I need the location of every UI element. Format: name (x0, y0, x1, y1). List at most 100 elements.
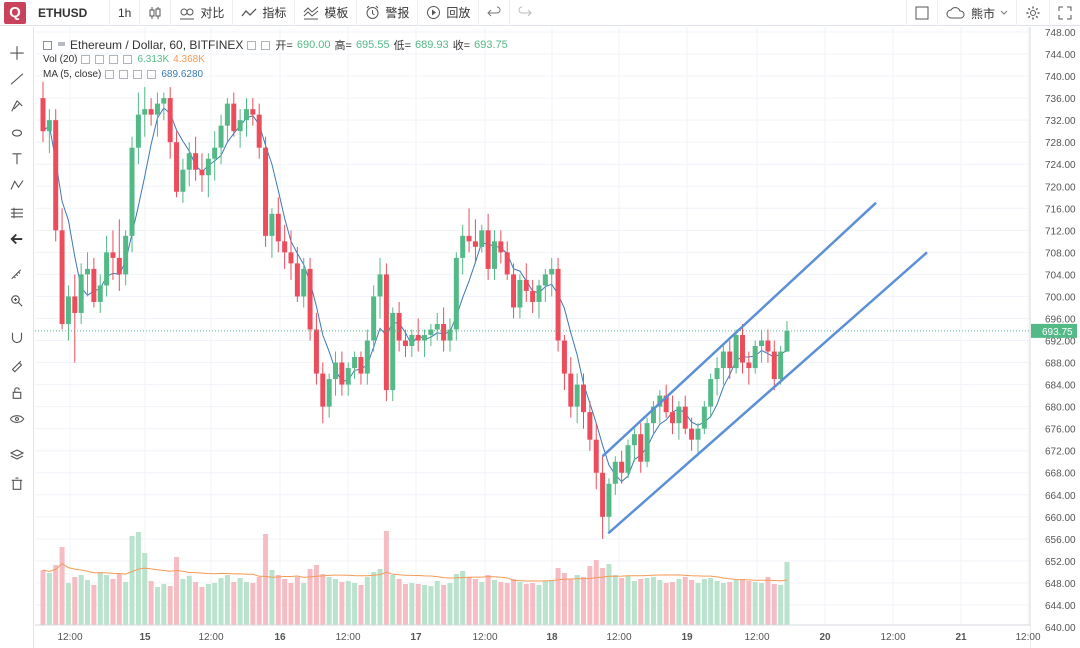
vol-settings-icon[interactable] (81, 55, 91, 64)
candle (714, 357, 720, 396)
channel-upper-line[interactable] (601, 201, 877, 458)
price-chart[interactable]: 748.00 744.00 740.00 736.00 732.00 728.00 724.… (35, 27, 1080, 648)
gann-tool[interactable] (5, 202, 29, 224)
candle (498, 230, 504, 264)
open-value: 690.00 (296, 39, 331, 51)
x-tick-label: 17 (410, 632, 422, 643)
candle (472, 219, 478, 264)
y-tick-label: 724.00 (1045, 160, 1076, 171)
layers-tool[interactable] (5, 445, 29, 467)
volume-bar (472, 579, 478, 625)
x-tick-label: 12:00 (880, 632, 905, 643)
channel-lower-line[interactable] (607, 251, 928, 535)
market-layout-button[interactable]: 熊市 (938, 0, 1017, 26)
market-label: 熊市 (970, 6, 995, 21)
candle (269, 208, 275, 258)
volume-bar (307, 569, 313, 625)
candle (116, 219, 122, 291)
text-tool[interactable] (5, 148, 29, 170)
volume-bar (377, 569, 383, 625)
brush-icon (11, 129, 23, 137)
candle (746, 351, 752, 385)
volume-bar (549, 580, 555, 625)
volume-bar (657, 580, 663, 625)
candle (307, 257, 313, 341)
chart-style-button[interactable] (140, 0, 172, 26)
trend-line-tool[interactable] (5, 68, 29, 90)
volume-bar (708, 578, 714, 625)
indicators-button[interactable]: 指标 (233, 0, 296, 26)
fullscreen-checkbox[interactable] (905, 0, 938, 26)
magnet-tool[interactable] (5, 327, 29, 349)
chart-pane[interactable]: 748.00 744.00 740.00 736.00 732.00 728.00 724.… (35, 27, 1080, 648)
candle (517, 274, 523, 319)
candle (765, 329, 771, 363)
ma-remove-icon[interactable] (147, 70, 157, 79)
back-arrow-tool[interactable] (5, 228, 29, 250)
trash-tool[interactable] (5, 473, 29, 495)
zoom-tool[interactable] (5, 290, 29, 312)
time-axis[interactable] (35, 625, 1030, 648)
candle (396, 301, 402, 352)
gear-icon (1026, 6, 1040, 20)
fullscreen-button[interactable] (1050, 0, 1080, 26)
candle (670, 395, 676, 435)
candle (294, 246, 300, 302)
volume-bar (453, 574, 459, 625)
candle (326, 373, 332, 418)
volume-bar (345, 581, 351, 625)
replay-button[interactable]: 回放 (418, 0, 480, 26)
lock-tool[interactable] (5, 382, 29, 404)
crosshair-tool[interactable] (5, 42, 29, 64)
candle (193, 136, 199, 181)
ma-settings-icon[interactable] (105, 70, 115, 79)
volume-bar (778, 585, 784, 625)
pattern-tool[interactable] (5, 174, 29, 196)
candle (415, 318, 421, 352)
settings-button[interactable] (1017, 0, 1050, 26)
symbol-search[interactable]: ETHUSD (30, 0, 110, 26)
interval-button[interactable]: 1h (110, 0, 141, 26)
y-tick-label: 656.00 (1045, 535, 1076, 546)
volume-bar (110, 579, 116, 625)
compare-button[interactable]: 对比 (171, 0, 234, 26)
legend-settings-icon[interactable] (247, 40, 257, 50)
candle (402, 329, 408, 358)
legend-hide-icon[interactable] (261, 40, 271, 50)
candle (40, 81, 46, 143)
volume-bar (441, 585, 447, 625)
volume-bar (434, 581, 440, 625)
collapse-icon[interactable] (43, 40, 52, 50)
templates-button[interactable]: 模板 (295, 0, 358, 26)
volume-bar (288, 583, 294, 625)
last-price-tag (1031, 323, 1077, 338)
candle (784, 320, 790, 352)
eye-tool[interactable] (5, 408, 29, 430)
ruler-tool[interactable] (5, 264, 29, 286)
volume-bar (53, 565, 59, 625)
lock-draw-tool[interactable] (5, 354, 29, 376)
candle (167, 87, 173, 159)
vol-hide-icon[interactable] (109, 55, 119, 64)
redo-button[interactable] (510, 0, 540, 26)
brush-tool[interactable] (5, 122, 29, 144)
candle (759, 329, 765, 363)
y-tick-label: 700.00 (1045, 292, 1076, 303)
alerts-button[interactable]: 警报 (357, 0, 419, 26)
y-tick-label: 740.00 (1045, 72, 1076, 83)
candle (339, 351, 345, 396)
templates-icon (304, 6, 319, 19)
ma-source-icon[interactable] (119, 70, 129, 79)
candle (154, 92, 160, 137)
candle (313, 312, 319, 385)
vol-source-icon[interactable] (95, 55, 105, 64)
ma-label: MA (5, close) (43, 69, 102, 80)
app-logo[interactable]: Q (0, 0, 30, 26)
ma-hide-icon[interactable] (133, 70, 143, 79)
volume-bar (752, 582, 758, 625)
undo-button[interactable] (479, 0, 511, 26)
ma-line (42, 107, 788, 483)
pitchfork-tool[interactable] (5, 95, 29, 117)
vol-remove-icon[interactable] (123, 55, 133, 64)
volume-bar (46, 573, 52, 625)
